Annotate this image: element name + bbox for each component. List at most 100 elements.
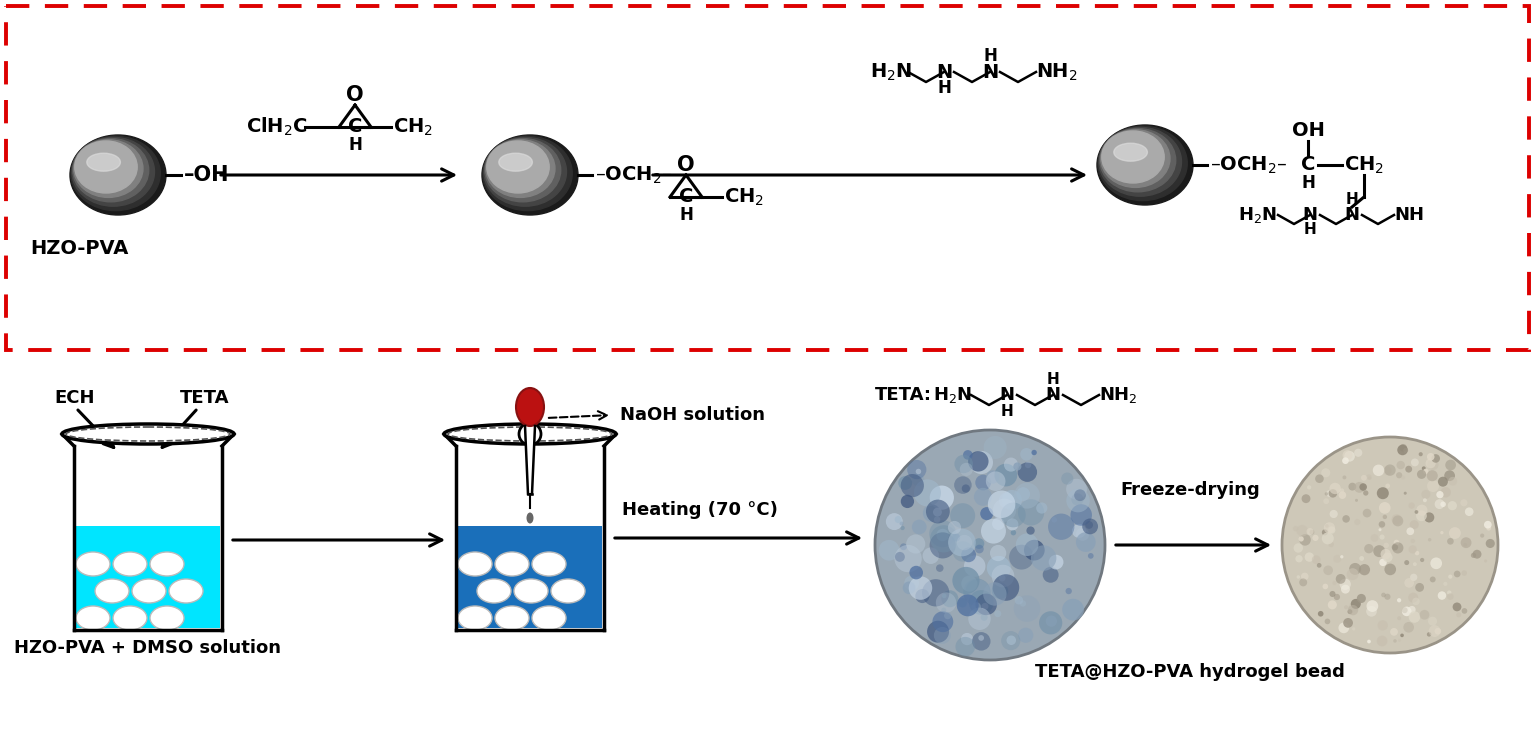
Circle shape [1031, 545, 1057, 571]
Circle shape [1453, 602, 1461, 611]
Circle shape [879, 540, 900, 560]
Circle shape [1074, 489, 1086, 501]
Circle shape [1356, 594, 1366, 603]
Circle shape [1419, 452, 1422, 456]
Circle shape [1428, 625, 1441, 637]
Circle shape [1379, 559, 1387, 566]
Text: C: C [1301, 155, 1315, 174]
Circle shape [1077, 528, 1089, 541]
Bar [75, 526, 220, 628]
Circle shape [1341, 584, 1350, 593]
Circle shape [909, 566, 923, 579]
Circle shape [962, 575, 977, 592]
Text: H: H [1301, 174, 1315, 192]
Circle shape [1038, 611, 1063, 634]
Circle shape [1014, 462, 1021, 470]
Circle shape [1366, 606, 1376, 617]
Circle shape [519, 423, 541, 445]
Text: H: H [1046, 372, 1060, 387]
Circle shape [1412, 598, 1419, 605]
Circle shape [1066, 489, 1089, 513]
Circle shape [1461, 499, 1467, 507]
Circle shape [1401, 633, 1404, 637]
Circle shape [894, 545, 922, 572]
Circle shape [980, 507, 994, 520]
Circle shape [1048, 513, 1074, 540]
Circle shape [908, 460, 926, 480]
Circle shape [1071, 504, 1092, 526]
Circle shape [903, 581, 915, 594]
Circle shape [1329, 526, 1335, 534]
Circle shape [1066, 479, 1087, 500]
Circle shape [1018, 499, 1044, 526]
Circle shape [1046, 615, 1057, 627]
Circle shape [1322, 584, 1329, 590]
Circle shape [983, 582, 1006, 605]
Circle shape [1424, 513, 1435, 523]
Circle shape [948, 521, 962, 534]
Circle shape [1327, 600, 1336, 609]
Circle shape [929, 520, 957, 547]
Ellipse shape [444, 424, 616, 444]
Circle shape [1293, 544, 1303, 553]
Circle shape [1342, 476, 1347, 480]
Circle shape [1484, 521, 1491, 529]
Circle shape [1404, 622, 1415, 633]
Circle shape [952, 534, 960, 541]
Circle shape [1447, 538, 1453, 544]
Circle shape [906, 535, 925, 553]
Circle shape [1447, 590, 1452, 595]
Circle shape [1427, 470, 1438, 481]
Text: H$_2$N: H$_2$N [932, 385, 972, 405]
Circle shape [1322, 529, 1329, 535]
Circle shape [1301, 495, 1310, 503]
Circle shape [935, 593, 957, 613]
Circle shape [1364, 544, 1373, 553]
Circle shape [1025, 462, 1031, 468]
Circle shape [1441, 531, 1444, 535]
Circle shape [1307, 486, 1312, 489]
Circle shape [1312, 555, 1321, 564]
Circle shape [1299, 578, 1307, 587]
Circle shape [952, 541, 972, 562]
Circle shape [1427, 453, 1435, 461]
Ellipse shape [75, 552, 111, 576]
Circle shape [1402, 607, 1407, 613]
Circle shape [1409, 611, 1421, 623]
Circle shape [1373, 464, 1384, 476]
Ellipse shape [1097, 125, 1193, 205]
Circle shape [1083, 519, 1098, 535]
Circle shape [1427, 632, 1432, 636]
Ellipse shape [61, 424, 233, 444]
Circle shape [1026, 526, 1035, 535]
Circle shape [1422, 498, 1427, 502]
Ellipse shape [527, 513, 533, 523]
Text: NH$_2$: NH$_2$ [1098, 385, 1138, 405]
Circle shape [1321, 468, 1330, 477]
Circle shape [1409, 593, 1418, 602]
Circle shape [900, 522, 903, 526]
Circle shape [1014, 596, 1040, 622]
Circle shape [1405, 466, 1412, 473]
Text: N: N [1046, 386, 1060, 404]
Ellipse shape [478, 579, 511, 603]
Circle shape [899, 476, 912, 490]
Circle shape [1413, 562, 1416, 566]
Circle shape [1415, 551, 1419, 555]
Circle shape [974, 488, 992, 506]
Circle shape [1001, 490, 1021, 510]
Circle shape [1307, 528, 1313, 535]
Circle shape [1329, 489, 1338, 498]
Ellipse shape [482, 136, 573, 210]
Circle shape [1043, 567, 1058, 583]
Circle shape [1006, 636, 1015, 645]
Circle shape [974, 538, 985, 549]
Circle shape [915, 469, 922, 474]
Circle shape [1298, 536, 1304, 541]
Ellipse shape [499, 153, 533, 171]
Circle shape [1359, 483, 1367, 491]
Circle shape [1316, 563, 1321, 568]
Circle shape [1398, 616, 1401, 621]
Circle shape [968, 608, 991, 630]
Ellipse shape [1101, 130, 1170, 188]
